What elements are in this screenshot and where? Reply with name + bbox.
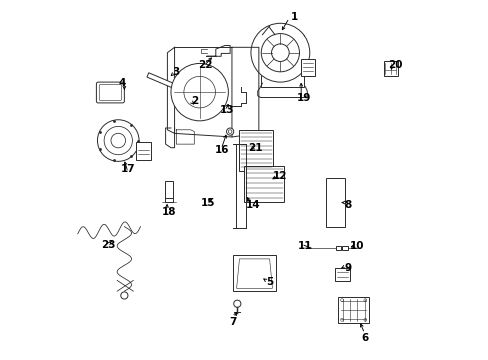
FancyBboxPatch shape [96,82,124,103]
Polygon shape [147,73,182,91]
Circle shape [226,128,233,135]
Text: 18: 18 [162,207,176,217]
Text: 9: 9 [344,263,351,273]
Text: 6: 6 [360,333,367,343]
Circle shape [250,23,309,82]
Text: 22: 22 [198,60,213,70]
Text: 16: 16 [215,144,229,154]
Bar [335,246,341,250]
Text: 15: 15 [200,198,215,208]
Bar [301,59,314,76]
Text: 11: 11 [297,241,311,251]
Bar [338,297,368,323]
Circle shape [171,63,228,121]
Text: 8: 8 [344,200,351,210]
Circle shape [233,300,241,307]
Circle shape [121,292,128,299]
Bar [383,61,397,76]
Text: 12: 12 [273,171,287,181]
Text: 14: 14 [245,200,260,210]
Text: 19: 19 [296,93,310,103]
Bar [260,35,303,87]
Bar [164,181,172,198]
Text: 7: 7 [229,317,236,327]
Bar [342,246,347,250]
Text: 3: 3 [172,67,180,77]
Bar [239,130,273,171]
Bar [244,166,284,202]
Circle shape [97,120,139,161]
Text: 21: 21 [247,143,262,153]
Text: 4: 4 [119,78,126,88]
Text: 20: 20 [387,60,402,70]
Text: 10: 10 [349,241,364,251]
Bar [334,267,349,281]
Bar [325,178,344,226]
Text: 17: 17 [121,164,135,174]
Text: 13: 13 [219,105,233,115]
Text: 2: 2 [190,96,198,106]
Bar [233,255,276,291]
Text: 23: 23 [101,239,115,249]
Text: 5: 5 [265,277,273,287]
Bar [136,142,151,160]
Text: 1: 1 [290,12,298,22]
